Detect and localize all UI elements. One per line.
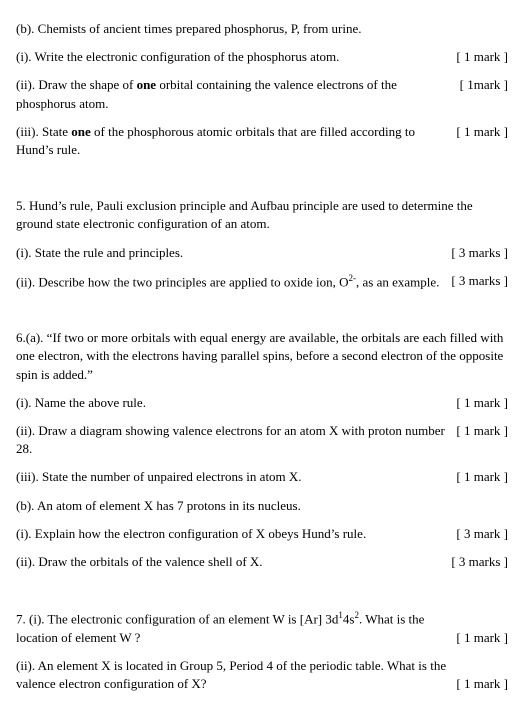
q4b-iii-marks: [ 1 mark ] xyxy=(456,123,508,141)
q6a-ii-marks: [ 1 mark ] xyxy=(456,422,508,440)
q5-i-row: (i). State the rule and principles. [ 3 … xyxy=(16,244,508,262)
q4b-ii-a: (ii). Draw the shape of xyxy=(16,77,137,92)
q4b-i-text: (i). Write the electronic configuration … xyxy=(16,48,456,66)
q5-i-text: (i). State the rule and principles. xyxy=(16,244,451,262)
q6b-i-text: (i). Explain how the electron configurat… xyxy=(16,525,456,543)
q4b-ii-row: (ii). Draw the shape of one orbital cont… xyxy=(16,76,508,112)
q4b-intro: (b). Chemists of ancient times prepared … xyxy=(16,20,508,38)
q6a-iii-text: (iii). State the number of unpaired elec… xyxy=(16,468,456,486)
q5-ii-row: (ii). Describe how the two principles ar… xyxy=(16,272,508,292)
q7-ii-text: (ii). An element X is located in Group 5… xyxy=(16,657,456,693)
q7-i-marks: [ 1 mark ] xyxy=(456,629,508,647)
q5-ii-a: (ii). Describe how the two principles ar… xyxy=(16,274,349,289)
q6a-ii-row: (ii). Draw a diagram showing valence ele… xyxy=(16,422,508,458)
q6a-intro: 6.(a). “If two or more orbitals with equ… xyxy=(16,329,508,384)
q5-intro: 5. Hund’s rule, Pauli exclusion principl… xyxy=(16,197,508,233)
q4b-i-row: (i). Write the electronic configuration … xyxy=(16,48,508,66)
q4b-ii-marks: [ 1mark ] xyxy=(460,76,508,94)
q5-i-marks: [ 3 marks ] xyxy=(451,244,508,262)
q6b-i-row: (i). Explain how the electron configurat… xyxy=(16,525,508,543)
q6a-i-marks: [ 1 mark ] xyxy=(456,394,508,412)
q6a-ii-text: (ii). Draw a diagram showing valence ele… xyxy=(16,422,456,458)
q7-i-text: 7. (i). The electronic configuration of … xyxy=(16,609,456,647)
q4b-i-marks: [ 1 mark ] xyxy=(456,48,508,66)
q6a-i-text: (i). Name the above rule. xyxy=(16,394,456,412)
q5-ii-marks: [ 3 marks ] xyxy=(451,272,508,290)
q5-ii-b: , as an example. xyxy=(356,274,439,289)
q4b-ii-text: (ii). Draw the shape of one orbital cont… xyxy=(16,76,460,112)
q7-i-a: 7. (i). The electronic configuration of … xyxy=(16,611,338,626)
q6b-intro: (b). An atom of element X has 7 protons … xyxy=(16,497,508,515)
q6a-i-row: (i). Name the above rule. [ 1 mark ] xyxy=(16,394,508,412)
q4b-ii-bold: one xyxy=(137,77,157,92)
q6b-ii-text: (ii). Draw the orbitals of the valence s… xyxy=(16,553,451,571)
q6a-iii-marks: [ 1 mark ] xyxy=(456,468,508,486)
q7-ii-marks: [ 1 mark ] xyxy=(456,675,508,693)
q7-i-row: 7. (i). The electronic configuration of … xyxy=(16,609,508,647)
q7-i-b: 4s xyxy=(343,611,355,626)
q6b-i-marks: [ 3 mark ] xyxy=(456,525,508,543)
q4b-iii-row: (iii). State one of the phosphorous atom… xyxy=(16,123,508,159)
q5-ii-sup: 2- xyxy=(349,273,357,283)
q4b-iii-text: (iii). State one of the phosphorous atom… xyxy=(16,123,456,159)
q6b-ii-row: (ii). Draw the orbitals of the valence s… xyxy=(16,553,508,571)
q6a-iii-row: (iii). State the number of unpaired elec… xyxy=(16,468,508,486)
q4b-iii-a: (iii). State xyxy=(16,124,71,139)
q4b-iii-bold: one xyxy=(71,124,91,139)
q7-ii-row: (ii). An element X is located in Group 5… xyxy=(16,657,508,693)
q5-ii-text: (ii). Describe how the two principles ar… xyxy=(16,272,451,292)
q6b-ii-marks: [ 3 marks ] xyxy=(451,553,508,571)
